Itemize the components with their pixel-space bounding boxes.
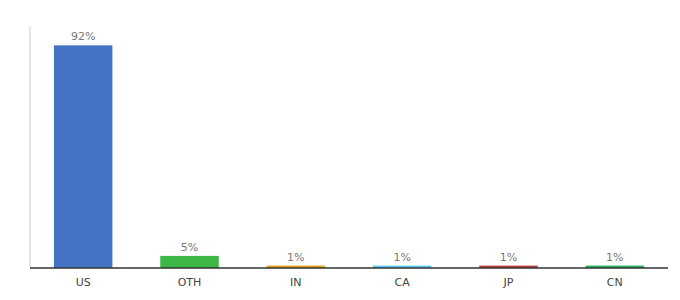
- x-axis-line: [30, 267, 668, 269]
- data-label: 92%: [71, 30, 95, 43]
- chart-container: 92% US 5% OTH 1% IN 1% CA 1% JP 1% CN: [0, 0, 680, 300]
- x-tick-label: CA: [395, 276, 411, 289]
- y-axis-line: [30, 26, 31, 268]
- chart: 92% US 5% OTH 1% IN 1% CA 1% JP 1% CN: [0, 0, 680, 300]
- x-tick-label: CN: [607, 276, 623, 289]
- x-tick-label: JP: [503, 276, 514, 289]
- x-tick-label: OTH: [178, 276, 202, 289]
- x-tick-label: IN: [290, 276, 301, 289]
- bars: [54, 45, 644, 268]
- bar: [160, 256, 218, 268]
- data-label: 1%: [287, 251, 304, 264]
- bar: [54, 45, 112, 268]
- data-label: 1%: [606, 251, 623, 264]
- labels: 92% US 5% OTH 1% IN 1% CA 1% JP 1% CN: [71, 30, 624, 289]
- data-label: 1%: [393, 251, 410, 264]
- data-label: 5%: [181, 241, 198, 254]
- data-label: 1%: [500, 251, 517, 264]
- x-tick-label: US: [76, 276, 91, 289]
